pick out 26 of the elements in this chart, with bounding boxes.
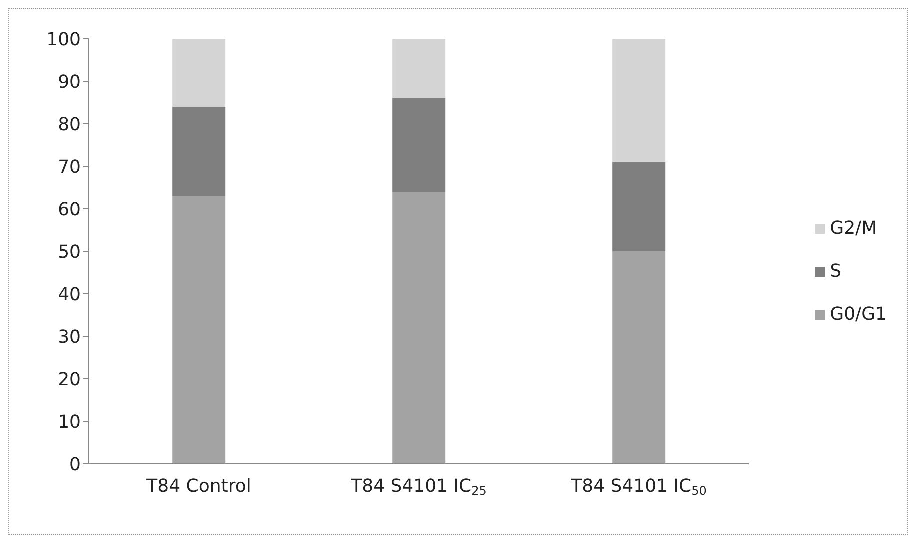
legend-label: G0/G1 <box>830 304 887 325</box>
y-tick-label: 90 <box>58 72 81 93</box>
x-tick-label: T84 S4101 IC$_{25}$ <box>350 476 487 498</box>
y-tick-label: 20 <box>58 369 81 390</box>
y-tick-label: 40 <box>58 284 81 306</box>
bar <box>612 162 666 252</box>
y-tick-label: 70 <box>58 156 81 178</box>
y-tick-label: 80 <box>58 114 81 136</box>
legend-label: S <box>830 261 842 282</box>
bar <box>392 192 446 464</box>
bar <box>172 107 226 196</box>
bar <box>172 39 226 107</box>
x-tick-label: T84 Control <box>146 476 252 497</box>
legend-label: G2/M <box>830 218 878 239</box>
x-tick-label: T84 S4101 IC$_{50}$ <box>570 476 707 498</box>
bar <box>392 39 446 98</box>
bar <box>612 39 666 162</box>
bar <box>172 196 226 464</box>
bar <box>392 98 446 192</box>
y-tick-label: 100 <box>46 29 81 50</box>
y-tick-label: 50 <box>58 242 81 263</box>
y-tick-label: 10 <box>58 412 81 433</box>
y-tick-label: 60 <box>58 199 81 220</box>
bar <box>612 252 666 464</box>
y-tick-label: 30 <box>58 326 81 348</box>
y-tick-label: 0 <box>70 454 81 476</box>
